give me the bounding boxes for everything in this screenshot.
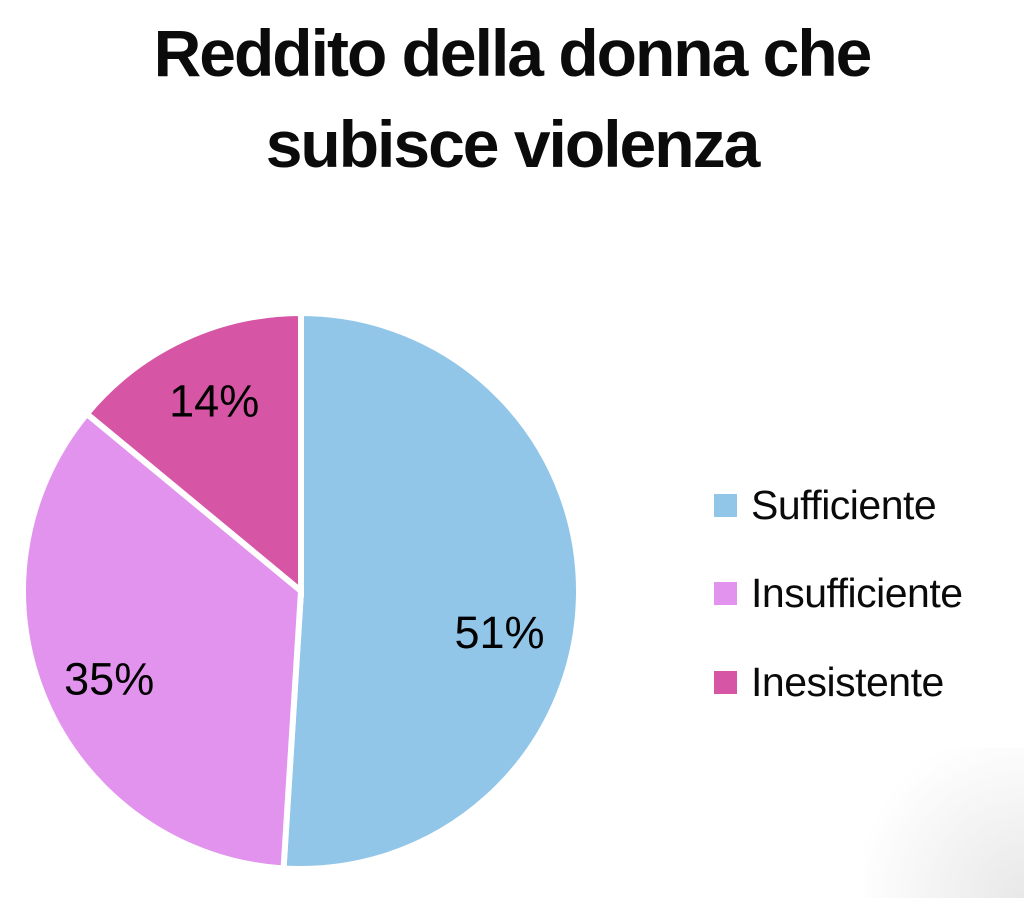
pie-slice-sufficiente bbox=[280, 309, 583, 872]
legend-item-sufficiente: Sufficiente bbox=[714, 481, 937, 528]
corner-shade bbox=[864, 748, 1024, 898]
legend-label-insufficiente: Insufficiente bbox=[751, 569, 963, 616]
legend-swatch-inesistente bbox=[714, 670, 737, 694]
legend-item-inesistente: Inesistente bbox=[714, 659, 944, 705]
pie-chart: 51% 35% 14% bbox=[20, 309, 583, 872]
chart-title-line-1: Reddito della donna che bbox=[153, 16, 873, 90]
legend-label-inesistente: Inesistente bbox=[751, 658, 944, 705]
pie-slice-inesistente bbox=[82, 309, 304, 598]
pie-slice-value-label-insufficiente: 35% bbox=[64, 654, 154, 705]
pie-slice-value-label-inesistente: 14% bbox=[169, 375, 259, 426]
legend-swatch-insufficiente bbox=[714, 581, 737, 605]
chart-title-line-2: subisce violenza bbox=[265, 107, 761, 181]
chart-title: Reddito della donna che subisce violenza bbox=[0, 8, 1024, 190]
legend-label-sufficiente: Sufficiente bbox=[751, 481, 937, 528]
legend-item-insufficiente: Insufficiente bbox=[714, 570, 963, 616]
pie-slice-value-label-sufficiente: 51% bbox=[454, 607, 544, 658]
pie-slice-insufficiente bbox=[20, 409, 305, 872]
legend-swatch-sufficiente bbox=[714, 493, 737, 517]
